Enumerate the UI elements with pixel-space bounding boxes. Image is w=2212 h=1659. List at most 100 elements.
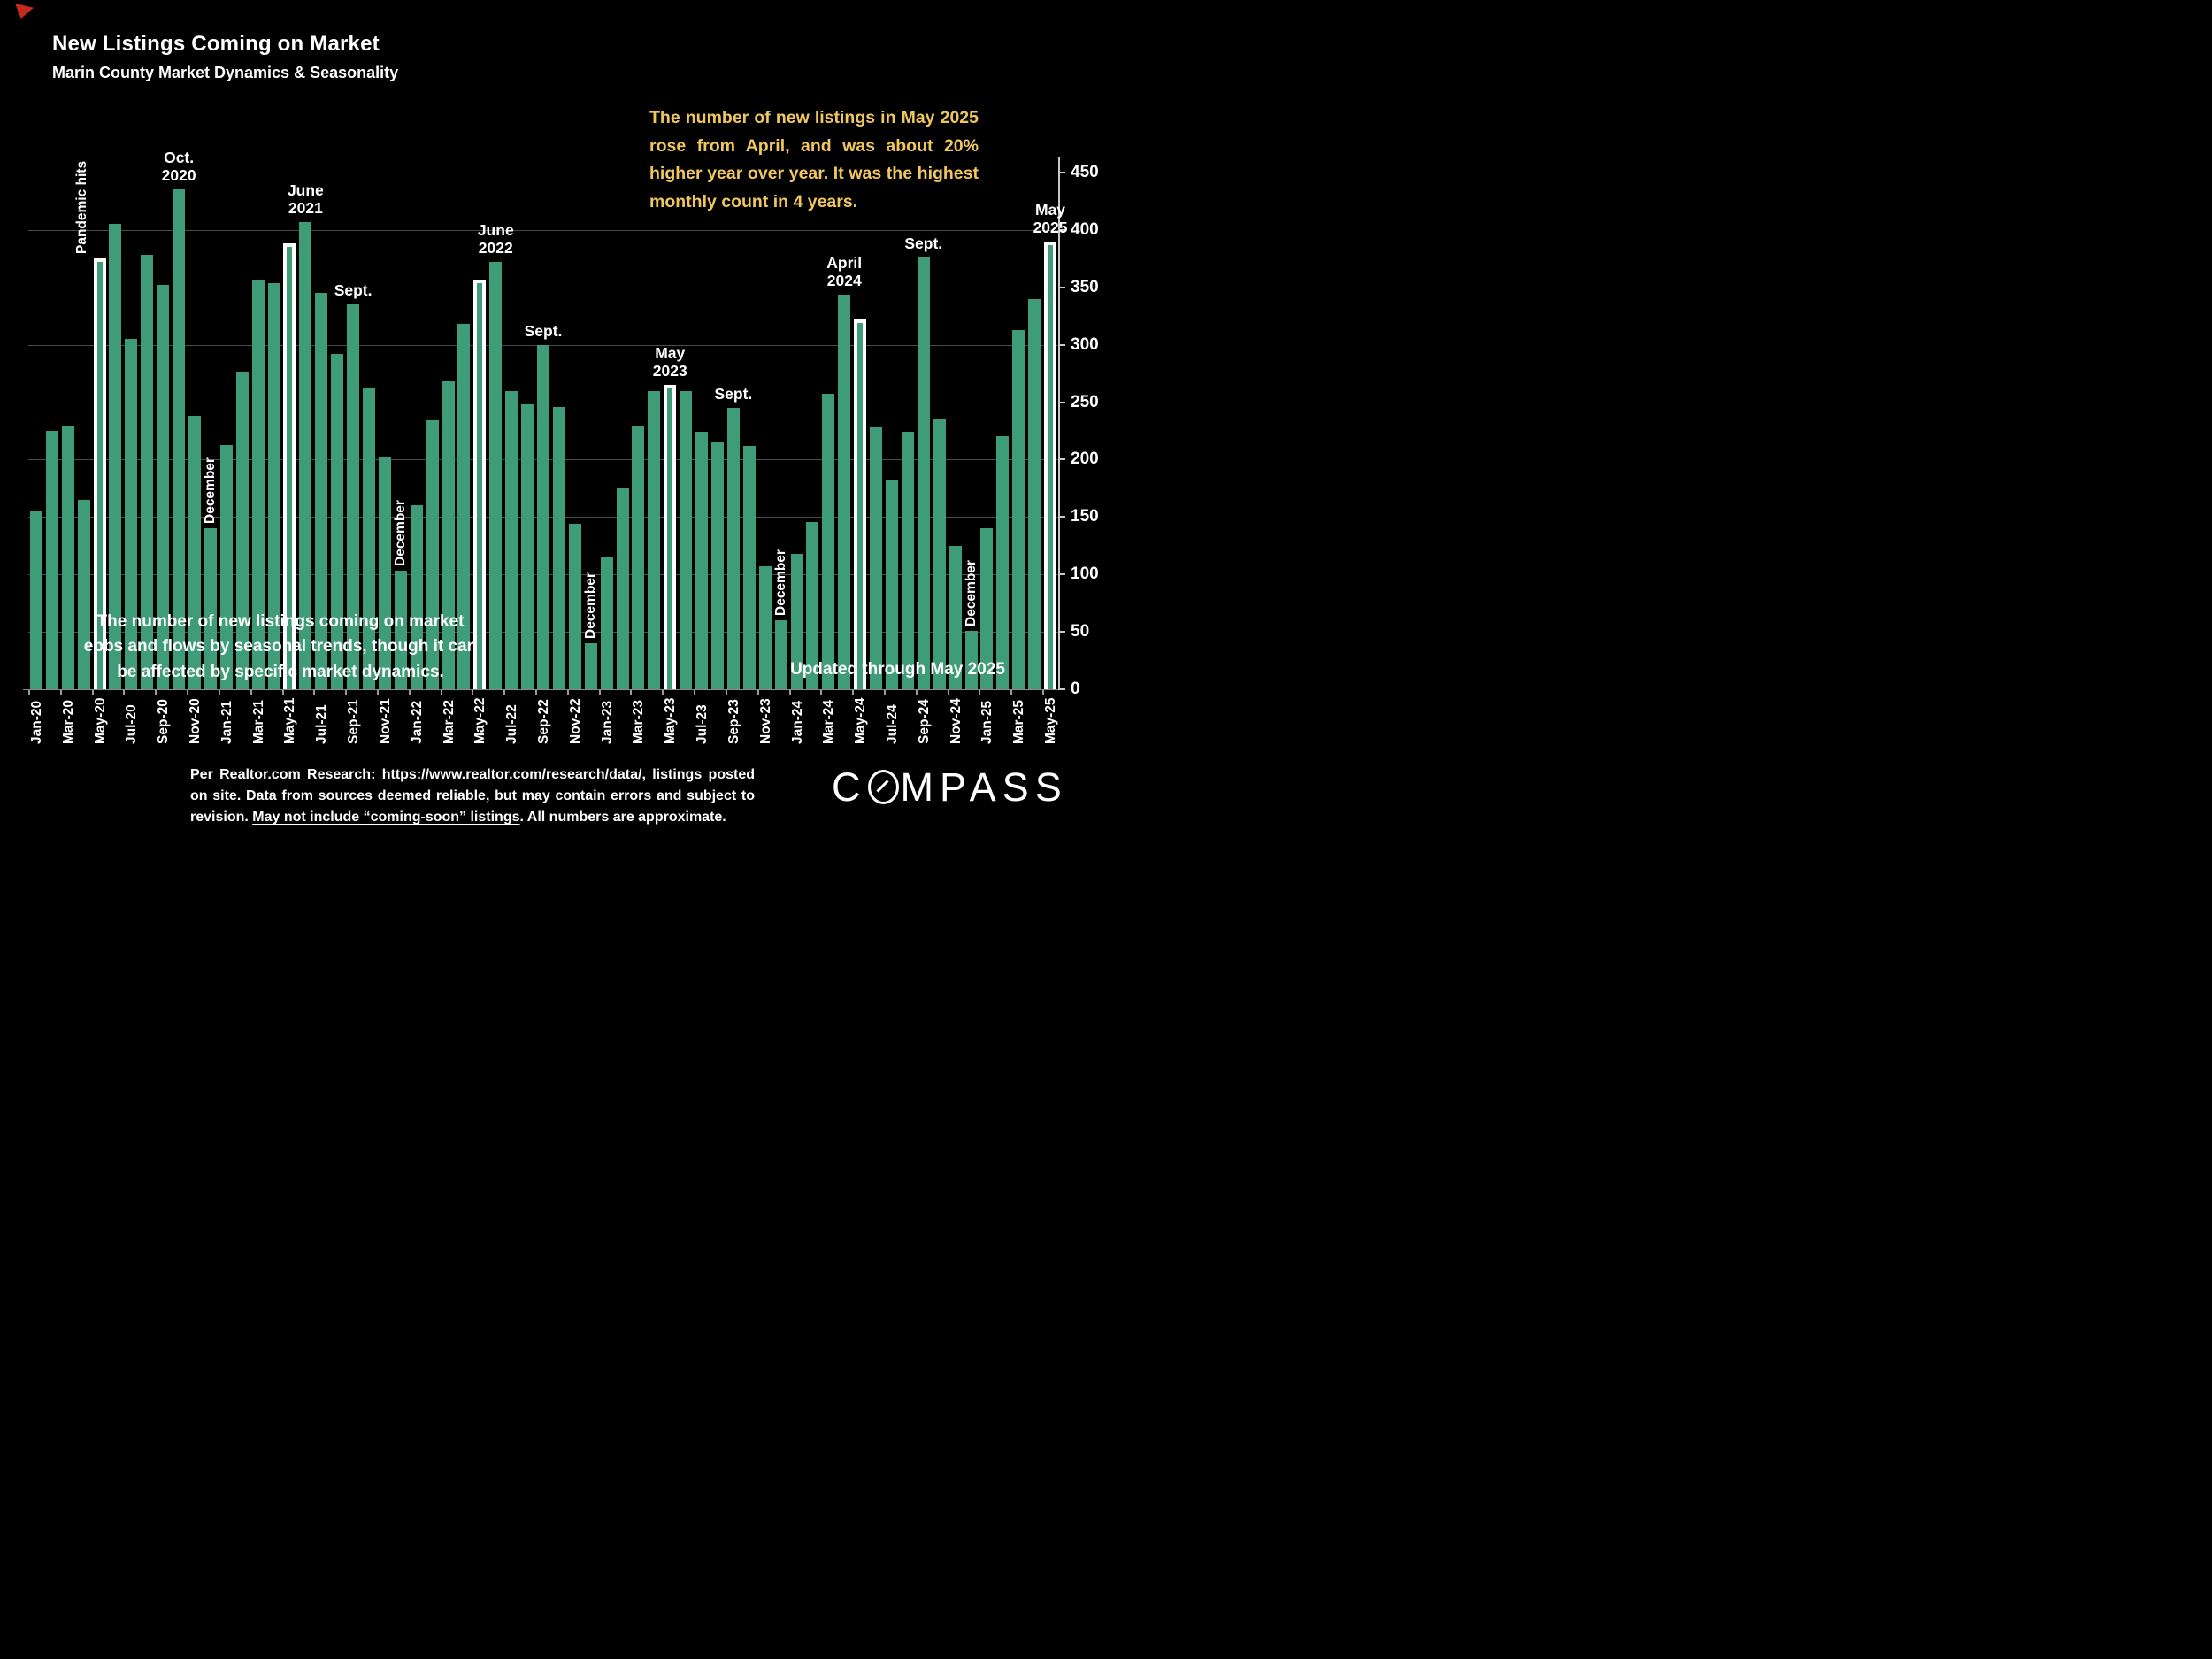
bar-Jun-22 (489, 262, 503, 689)
bar-May-24-inner (857, 323, 864, 689)
bar-Dec-22 (584, 643, 597, 689)
x-axis-tick-10 (187, 690, 189, 695)
y-axis-tick-50 (1058, 631, 1065, 634)
bar-Mar-21 (251, 279, 265, 689)
bar-Mar-20 (61, 425, 74, 689)
bar-Dec-21 (394, 571, 407, 689)
bar-Jun-20 (109, 224, 122, 689)
bar-May-22-inner (477, 282, 483, 689)
x-axis-tick-6 (123, 690, 126, 695)
x-axis-tick-0 (28, 690, 30, 695)
bar-Sep-24 (917, 257, 930, 689)
annotation-May-2025: May 2025 (1033, 200, 1068, 236)
bar-Jan-24 (790, 553, 803, 689)
bar-Apr-24 (838, 294, 851, 689)
footnote-prefix: Per Realtor.com Research: https://www.re… (190, 767, 755, 825)
x-tick-label-Nov-21: Nov-21 (377, 698, 393, 744)
annotation-Sept: Sept. (714, 385, 753, 403)
bar-May-23 (664, 385, 677, 689)
footnote-suffix: . All numbers are approximate. (519, 810, 726, 825)
yellow-callout-text: The number of new listings in May 2025 r… (649, 108, 979, 211)
x-tick-label-Jul-24: Jul-24 (884, 704, 900, 744)
bar-Jan-23 (600, 557, 613, 689)
y-axis-tick-150 (1058, 516, 1065, 518)
bar-Aug-20 (141, 255, 154, 689)
bar-Sep-21 (347, 304, 360, 689)
bar-chart: 0 50 100 150 200 250 300 350 400 450 Jan-20 Mar-20 M… (0, 0, 1106, 829)
x-tick-label-Mar-24: Mar-24 (821, 700, 837, 744)
seasonality-note-box: The number of new listings coming on mar… (83, 611, 478, 681)
bar-May-21 (283, 243, 296, 689)
bar-May-24 (854, 319, 867, 689)
x-tick-label-Mar-21: Mar-21 (250, 700, 266, 744)
bar-Feb-23 (616, 488, 629, 689)
x-axis-tick-2 (59, 690, 62, 695)
bar-Aug-23 (710, 441, 724, 689)
x-tick-label-Mar-25: Mar-25 (1011, 700, 1027, 744)
bar-Jan-21 (219, 444, 233, 689)
bar-Dec-23 (774, 620, 787, 689)
footnote-underlined: May not include “coming-soon” listings (252, 810, 520, 825)
x-axis-tick-32 (535, 690, 538, 695)
bar-Dec-24 (964, 630, 978, 689)
source-footnote: Per Realtor.com Research: https://www.re… (190, 764, 755, 828)
bar-Nov-22 (568, 524, 581, 689)
bar-Apr-22 (457, 324, 471, 689)
x-tick-label-Nov-24: Nov-24 (948, 698, 964, 744)
x-axis-tick-60 (979, 690, 981, 695)
bar-Aug-24 (901, 432, 914, 689)
x-tick-label-Jan-21: Jan-21 (219, 700, 234, 744)
x-axis-tick-42 (694, 690, 696, 695)
slide: New Listings Coming on Market Marin Coun… (0, 0, 1106, 829)
y-tick-label-0: 0 (1071, 680, 1080, 698)
x-tick-label-Sep-22: Sep-22 (536, 699, 551, 744)
x-tick-label-Nov-23: Nov-23 (757, 698, 773, 744)
x-tick-label-Jul-22: Jul-22 (504, 704, 520, 744)
x-tick-label-Nov-22: Nov-22 (567, 698, 583, 744)
x-axis-tick-34 (566, 690, 569, 695)
x-tick-label-Sep-21: Sep-21 (346, 699, 362, 744)
x-tick-label-May-22: May-22 (472, 697, 488, 744)
annotation-May-2023: May 2023 (652, 344, 687, 380)
x-axis-tick-48 (788, 690, 791, 695)
updated-through-box: Updated through May 2025 (790, 659, 1005, 679)
x-axis-tick-18 (313, 690, 316, 695)
y-axis-tick-350 (1058, 286, 1065, 288)
bar-Nov-21 (378, 457, 391, 689)
x-axis-tick-14 (250, 690, 252, 695)
vertical-label-December-Dec-24: December (963, 559, 979, 626)
x-axis-tick-54 (884, 690, 886, 695)
bar-May-23-inner (667, 388, 673, 689)
page-subtitle: Marin County Market Dynamics & Seasonali… (52, 64, 399, 81)
y-axis-tick-450 (1058, 172, 1065, 173)
x-axis-tick-22 (376, 690, 379, 695)
bar-May-20-inner (96, 262, 103, 689)
bar-Oct-21 (363, 388, 375, 689)
compass-logo: C MPASS (832, 764, 1068, 810)
bar-Aug-21 (331, 354, 344, 689)
x-tick-label-Jul-23: Jul-23 (695, 704, 710, 744)
x-axis-tick-50 (820, 690, 823, 695)
annotation-Sept: Sept. (334, 281, 373, 300)
bar-Feb-25 (996, 436, 1010, 689)
x-tick-label-Jul-21: Jul-21 (314, 704, 330, 744)
bar-Sep-22 (537, 344, 549, 689)
x-tick-label-May-20: May-20 (92, 697, 108, 744)
x-axis-tick-44 (725, 690, 727, 695)
bar-Nov-23 (758, 566, 772, 689)
x-tick-label-Sep-24: Sep-24 (916, 699, 932, 744)
bar-Feb-24 (806, 521, 819, 689)
x-axis-line (23, 689, 1058, 690)
bar-Feb-22 (426, 420, 439, 689)
bar-Mar-24 (822, 394, 835, 689)
x-tick-label-Jan-22: Jan-22 (409, 700, 425, 744)
x-axis-tick-24 (408, 690, 411, 695)
y-axis-line (1058, 157, 1060, 689)
x-tick-label-Jan-25: Jan-25 (979, 700, 995, 744)
annotation-April-2024: April 2024 (826, 253, 863, 289)
x-axis-tick-62 (1010, 690, 1013, 695)
bar-Apr-21 (267, 282, 280, 689)
x-tick-label-Mar-20: Mar-20 (60, 700, 76, 744)
vertical-label-December-Dec-21: December (392, 500, 408, 567)
y-axis-tick-250 (1058, 401, 1065, 403)
